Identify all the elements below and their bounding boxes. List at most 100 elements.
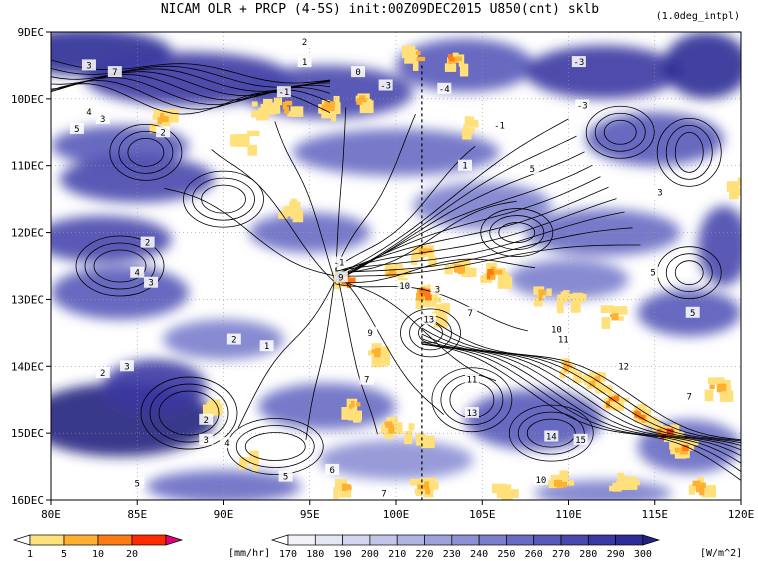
contour-label-bg — [359, 373, 374, 385]
contour-label: 7 — [112, 68, 117, 78]
contour-label: 12 — [618, 362, 629, 372]
contour-label-bg — [81, 106, 96, 118]
precip-colorbar-bin — [29, 534, 65, 546]
precip-colorbar-label: 1 — [27, 549, 33, 560]
contour-label-bg — [297, 56, 312, 68]
contour-label-bg — [81, 59, 96, 71]
x-tick-label: 90E — [214, 508, 234, 521]
olr-colorbar-label: 190 — [334, 549, 352, 560]
contour-label-bg — [492, 119, 507, 131]
x-tick-label: 105E — [469, 508, 496, 521]
contour-label: 3 — [204, 436, 209, 446]
contour-label: 4 — [86, 108, 91, 118]
contour-label: -1 — [494, 122, 505, 132]
x-axis: 80E 85E 90E 95E 100E 105E 110E 115E 120E — [41, 500, 754, 521]
olr-unit-label: [W/m^2] — [700, 548, 742, 559]
contour-label: 7 — [364, 376, 369, 386]
contour-label-bg — [199, 433, 214, 445]
contour-label: 10 — [535, 476, 546, 486]
x-tick-label: 115E — [642, 508, 669, 521]
x-tick-label: 95E — [300, 508, 320, 521]
contour-label: 7 — [381, 489, 386, 499]
olr-colorbar-bin — [615, 534, 644, 546]
precip-colorbar-label: 5 — [61, 549, 67, 560]
olr-colorbar-bin — [533, 534, 562, 546]
contour-label-bg — [652, 186, 667, 198]
contour-label-bg — [276, 86, 291, 98]
contour-label-bg — [363, 326, 378, 338]
chart-subtitle: (1.0deg_intpl) — [656, 11, 740, 22]
contour-label: 2 — [100, 369, 105, 379]
contour-label-bg — [430, 283, 445, 295]
olr-colorbar-label: 180 — [306, 549, 324, 560]
olr-colorbar-bin — [369, 534, 398, 546]
contour-label-bg — [646, 266, 661, 278]
olr-colorbar-bin — [478, 534, 507, 546]
contour-label-bg — [332, 256, 347, 268]
olr-colorbar-label: 270 — [552, 549, 570, 560]
contour-label: 0 — [355, 68, 360, 78]
contour-label-bg — [549, 323, 564, 335]
precip-colorbar-bin — [97, 534, 133, 546]
grid-lines — [51, 32, 741, 500]
x-tick-label: 120E — [728, 508, 755, 521]
contour-label: -1 — [334, 259, 345, 269]
contour-label: 13 — [423, 315, 434, 325]
precip-unit-label: [mm/hr] — [228, 548, 270, 559]
contour-label: -3 — [573, 58, 584, 68]
contour-label-bg — [351, 66, 366, 78]
precip-colorbar-bin — [63, 534, 99, 546]
contour-label: 2 — [302, 38, 307, 48]
contour-label: 3 — [86, 61, 91, 71]
contour-label-bg — [525, 163, 540, 175]
olr-colorbar-label: 170 — [279, 549, 297, 560]
y-tick-label: 14DEC — [11, 360, 44, 373]
contour-label-bg — [458, 159, 472, 171]
contour-label-bg — [95, 112, 110, 124]
contour-label-bg — [278, 470, 293, 482]
contour-label-bg — [682, 390, 697, 402]
contour-label: 2 — [231, 336, 236, 346]
contour-label-bg — [376, 487, 391, 499]
contour-label: 4 — [224, 439, 229, 449]
olr-colorbar-label: 300 — [634, 549, 652, 560]
contour-label: 10 — [399, 282, 410, 292]
contour-label: 5 — [530, 165, 535, 175]
x-tick-label: 100E — [383, 508, 410, 521]
contour-label: 11 — [558, 336, 569, 346]
olr-colorbar-bin — [506, 534, 535, 546]
contour-label: -4 — [439, 85, 450, 95]
contour-label-bg — [437, 82, 452, 94]
contour-label-bg — [130, 266, 145, 278]
precip-colorbar-label: 10 — [92, 549, 104, 560]
contour-label-bg — [297, 36, 312, 48]
precip-colorbar-arrow-low — [12, 534, 31, 546]
contour-label: 3 — [435, 285, 440, 295]
precip-colorbar-label: 20 — [126, 549, 138, 560]
contour-label: -3 — [577, 102, 588, 112]
contour-label-bg — [140, 236, 155, 248]
contour-label-bg — [464, 373, 479, 385]
contour-label-bg — [107, 66, 122, 78]
contour-label: 10 — [551, 326, 562, 336]
olr-colorbar-label: 230 — [443, 549, 461, 560]
contour-label: 5 — [283, 473, 288, 483]
contour-label-bg — [226, 333, 241, 345]
contour-label-bg — [685, 306, 700, 318]
contour-label: 11 — [466, 376, 477, 386]
olr-colorbar-bin — [451, 534, 480, 546]
contour-label-bg — [69, 122, 84, 134]
x-tick-label: 85E — [127, 508, 147, 521]
y-axis: 9DEC 10DEC 11DEC 12DEC 13DEC 14DEC 15DEC 16DEC — [11, 26, 51, 507]
contour-label-bg — [463, 306, 478, 318]
contour-label: 15 — [575, 436, 586, 446]
contour-label-bg — [144, 276, 159, 288]
olr-colorbar-label: 240 — [470, 549, 488, 560]
contour-label: 13 — [466, 409, 477, 419]
contour-label: 3 — [148, 279, 153, 289]
contour-label-bg — [95, 366, 110, 378]
olr-colorbar-label: 280 — [579, 549, 597, 560]
